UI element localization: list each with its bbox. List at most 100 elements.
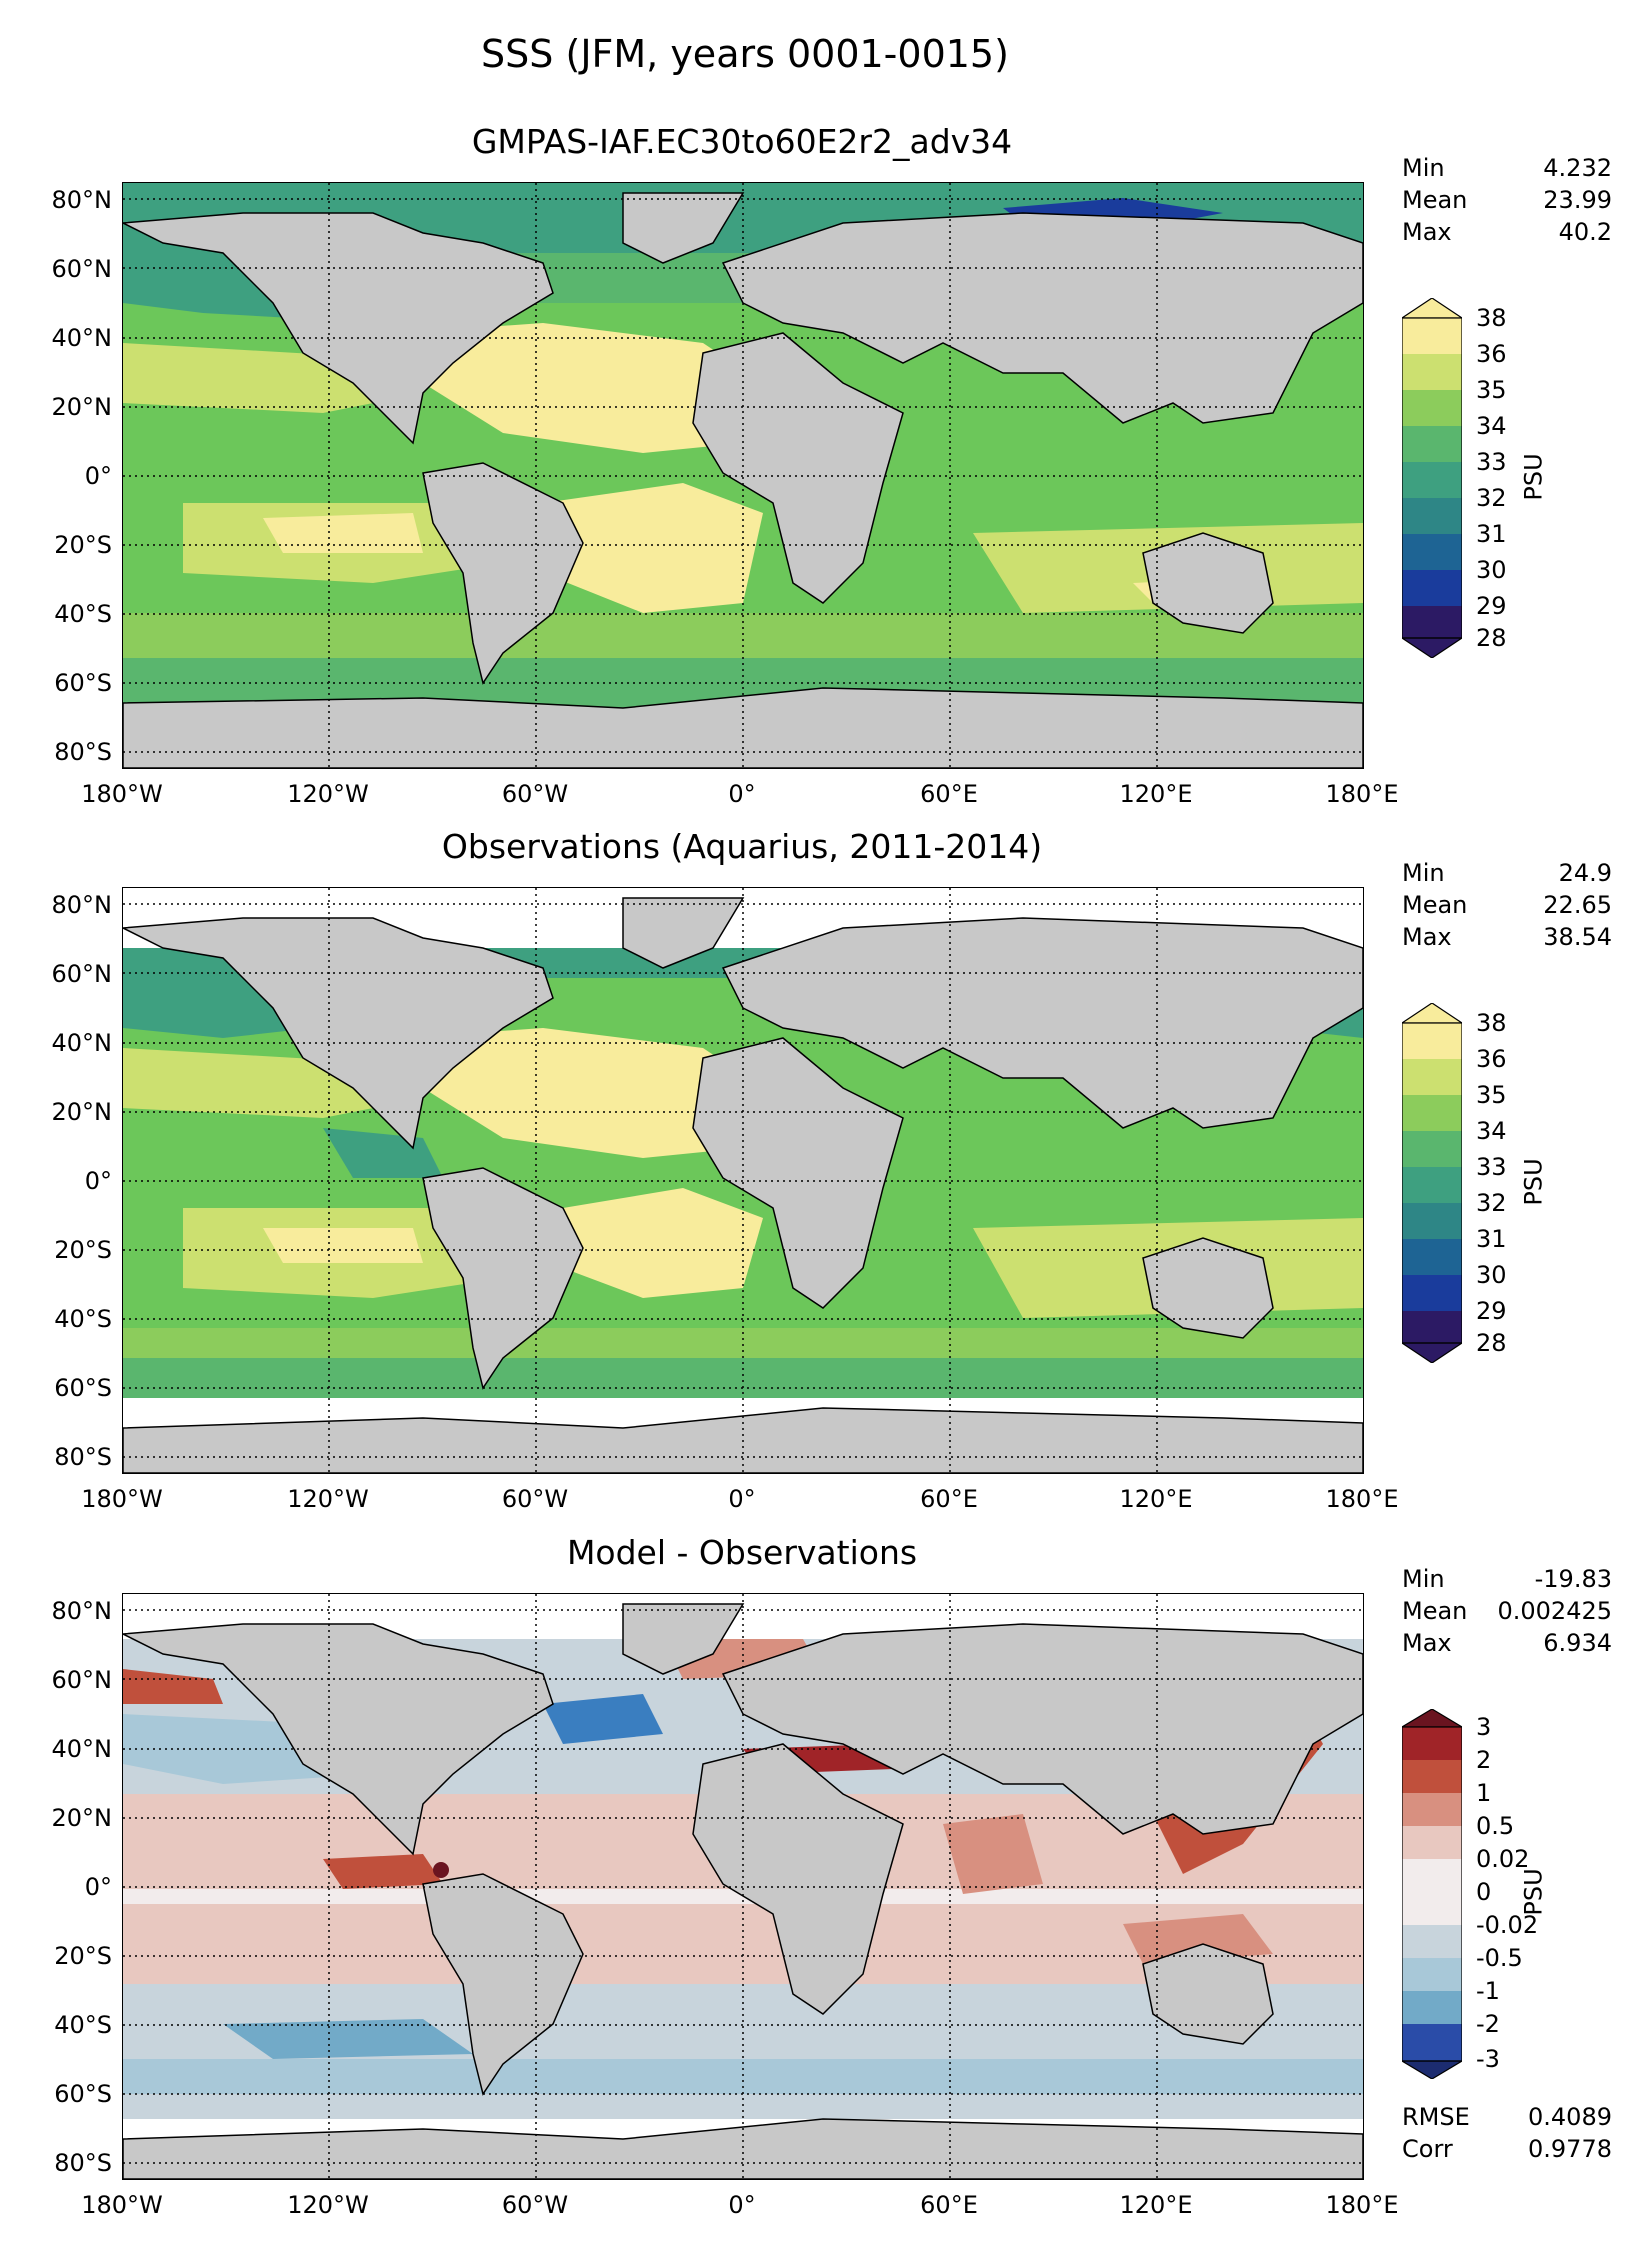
indian-positive — [943, 1814, 1043, 1894]
colorbar-tick: 0.5 — [1476, 1812, 1515, 1840]
stat-label: RMSE — [1402, 2103, 1470, 2131]
lat-label: 20°S — [54, 1236, 112, 1264]
eurasia — [721, 917, 1363, 1129]
lat-label: 20°S — [54, 531, 112, 559]
colorbar-tick: 29 — [1476, 592, 1507, 620]
panel-title: Observations (Aquarius, 2011-2014) — [441, 827, 1043, 866]
greenland — [622, 897, 745, 969]
colorbar-tick: 28 — [1476, 1329, 1507, 1357]
stat-value: 22.65 — [1543, 891, 1612, 919]
colorbar-tick: 32 — [1476, 484, 1507, 512]
lat-label: 40°S — [54, 2011, 112, 2039]
lon-label: 120°W — [287, 780, 369, 808]
stats-box: Min 4.232 Mean 23.99 Max 40.2 — [1402, 152, 1612, 248]
north-america — [123, 1623, 554, 1856]
colorbar-tick: 34 — [1476, 1117, 1507, 1145]
colorbar-svg — [1400, 1002, 1464, 1364]
north-america — [123, 212, 554, 445]
lat-label: 40°S — [54, 1305, 112, 1333]
colorbar-svg — [1399, 1708, 1465, 2080]
north-atlantic-negative — [543, 1694, 663, 1744]
lon-label: 180°E — [1325, 1485, 1399, 1513]
colorbar-svg — [1400, 297, 1464, 659]
gridlines — [123, 1594, 1363, 2179]
lat-label: 40°S — [54, 600, 112, 628]
map-model — [122, 182, 1364, 769]
map-model-svg — [123, 183, 1363, 768]
stat-value: -19.83 — [1534, 1565, 1612, 1593]
southern-negative — [123, 2059, 1363, 2094]
stats-box: Min 24.9 Mean 22.65 Max 38.54 — [1402, 857, 1612, 953]
lat-label: 0° — [84, 1873, 112, 1901]
southern-band-1 — [123, 613, 1363, 658]
colorbar-unit: PSU — [1519, 453, 1548, 501]
lon-label: 120°E — [1119, 2191, 1193, 2219]
colorbar-tick: 29 — [1476, 1297, 1507, 1325]
lat-label: 80°S — [54, 2149, 112, 2177]
stat-label: Min — [1402, 1565, 1445, 1593]
lat-label: 20°N — [51, 1804, 113, 1832]
lat-label: 0° — [84, 462, 112, 490]
lat-label: 80°N — [51, 1597, 113, 1625]
lat-label: 80°S — [54, 1443, 112, 1471]
colorbar-tick: 38 — [1476, 1009, 1507, 1037]
stat-value: 0.002425 — [1497, 1597, 1612, 1625]
lat-label: 20°N — [51, 1098, 113, 1126]
south-pacific-salty — [263, 513, 423, 553]
stat-value: 23.99 — [1543, 186, 1612, 214]
stat-value: 40.2 — [1558, 218, 1612, 246]
north-atlantic-salty — [403, 1028, 763, 1158]
africa — [692, 1743, 904, 2015]
stat-label: Mean — [1402, 186, 1468, 214]
colorbar-tick: 3 — [1476, 1713, 1492, 1741]
lat-label: 80°S — [54, 738, 112, 766]
panama-max — [433, 1862, 449, 1878]
panama-positive — [323, 1854, 443, 1889]
stat-label: Max — [1402, 923, 1452, 951]
australia — [1142, 1943, 1274, 2045]
stat-value: 24.9 — [1558, 859, 1612, 887]
gridlines — [123, 183, 1363, 768]
colorbar-tick: 36 — [1476, 340, 1507, 368]
colorbar-tick: 1 — [1476, 1779, 1492, 1807]
colorbar-tick: -2 — [1476, 2010, 1500, 2038]
map-diff — [122, 1593, 1364, 2180]
lat-label: 60°N — [51, 960, 113, 988]
antarctica — [123, 687, 1363, 768]
australia — [1142, 1237, 1274, 1339]
eurasia — [721, 1623, 1363, 1835]
stat-value: 38.54 — [1543, 923, 1612, 951]
lon-label: 60°E — [920, 780, 978, 808]
lon-label: 60°W — [501, 780, 569, 808]
map-diff-svg — [123, 1594, 1363, 2179]
colorbar-tick: 35 — [1476, 1081, 1507, 1109]
stat-value: 0.9778 — [1528, 2135, 1612, 2163]
lon-label: 180°W — [81, 1485, 163, 1513]
lon-label: 180°E — [1325, 2191, 1399, 2219]
panel-title: Model - Observations — [566, 1533, 918, 1572]
lon-label: 60°E — [920, 2191, 978, 2219]
stat-value: 6.934 — [1543, 1629, 1612, 1657]
lon-label: 60°W — [501, 2191, 569, 2219]
colorbar-unit: PSU — [1519, 1868, 1548, 1916]
colorbar-tick: 33 — [1476, 448, 1507, 476]
colorbar-tick: 30 — [1476, 556, 1507, 584]
australia — [1142, 532, 1274, 634]
colorbar-unit: PSU — [1519, 1158, 1548, 1206]
stat-label: Max — [1402, 1629, 1452, 1657]
colorbar-tick: 30 — [1476, 1261, 1507, 1289]
lat-label: 60°N — [51, 1666, 113, 1694]
lon-label: 60°W — [501, 1485, 569, 1513]
greenland — [622, 1603, 745, 1675]
lat-label: 40°N — [51, 1029, 113, 1057]
land — [123, 192, 1363, 768]
lon-label: 120°E — [1119, 1485, 1193, 1513]
error-stats-box: RMSE 0.4089 Corr 0.9778 — [1402, 2101, 1612, 2165]
colorbar-tick: 34 — [1476, 412, 1507, 440]
lon-label: 0° — [728, 1485, 756, 1513]
greenland — [622, 192, 745, 264]
stat-label: Max — [1402, 218, 1452, 246]
south-atlantic-salty — [563, 1188, 763, 1298]
stat-label: Corr — [1402, 2135, 1453, 2163]
colorbar-tick: 38 — [1476, 304, 1507, 332]
